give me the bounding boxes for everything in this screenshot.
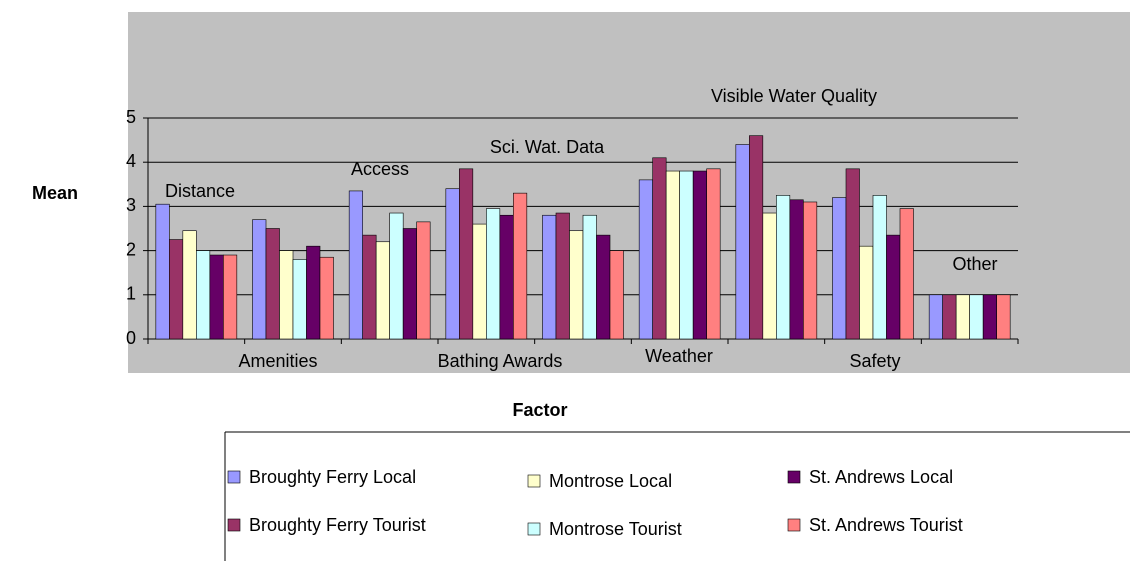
y-tick-label: 5	[126, 107, 136, 127]
bar	[928, 294, 943, 340]
bar	[832, 197, 847, 340]
x-axis-label: Factor	[512, 400, 567, 420]
bar	[845, 168, 860, 340]
x-tick-label: Visible Water Quality	[711, 86, 877, 106]
legend-swatch	[227, 470, 241, 484]
bar	[886, 234, 901, 340]
bar	[223, 254, 238, 340]
bar	[209, 254, 224, 340]
bar	[486, 208, 501, 340]
y-axis-label: Mean	[32, 183, 78, 203]
x-tick-label: Distance	[165, 181, 235, 201]
x-tick-label: Safety	[849, 351, 900, 371]
legend-swatch	[527, 474, 541, 488]
bar	[389, 212, 404, 340]
bar	[942, 294, 957, 340]
y-tick-label: 3	[126, 195, 136, 215]
bar	[402, 228, 417, 340]
bar	[155, 203, 170, 340]
bar	[735, 144, 750, 340]
bar	[375, 241, 390, 340]
bar	[445, 188, 460, 340]
y-tick-label: 1	[126, 284, 136, 304]
x-tick-label: Access	[351, 159, 409, 179]
bar	[319, 256, 334, 340]
bar	[638, 179, 653, 340]
bar	[292, 259, 307, 340]
bar	[169, 239, 184, 340]
x-tick-label: Amenities	[238, 351, 317, 371]
bar	[609, 250, 624, 340]
bar	[969, 294, 984, 340]
bar	[955, 294, 970, 340]
bar	[279, 250, 294, 340]
bar	[182, 230, 197, 340]
legend-swatch	[227, 518, 241, 532]
bar	[706, 168, 721, 340]
bar	[776, 195, 791, 340]
bar	[569, 230, 584, 340]
bar	[555, 212, 570, 340]
bar	[872, 195, 887, 340]
legend-swatch	[527, 522, 541, 536]
bar	[265, 228, 280, 340]
legend-label: Montrose Tourist	[549, 519, 682, 539]
legend-label: Broughty Ferry Local	[249, 467, 416, 487]
bar	[582, 214, 597, 340]
bar	[362, 234, 377, 340]
bar	[996, 294, 1011, 340]
legend-label: Montrose Local	[549, 471, 672, 491]
bar	[513, 192, 528, 340]
bar	[542, 214, 557, 340]
bar	[762, 212, 777, 340]
legend-label: St. Andrews Tourist	[809, 515, 963, 535]
x-tick-label: Bathing Awards	[438, 351, 563, 371]
bar	[859, 245, 874, 340]
bar	[416, 221, 431, 340]
bar	[692, 170, 707, 340]
bar	[499, 214, 514, 340]
bar	[596, 234, 611, 340]
legend-swatch	[787, 518, 801, 532]
bar	[348, 190, 363, 340]
bar	[306, 245, 321, 340]
bar	[652, 157, 667, 340]
bar	[789, 199, 804, 340]
x-tick-label: Other	[952, 254, 997, 274]
bar	[472, 223, 487, 340]
x-tick-label: Weather	[645, 346, 713, 366]
legend-label: Broughty Ferry Tourist	[249, 515, 426, 535]
bar	[459, 168, 474, 340]
y-tick-label: 4	[126, 151, 136, 171]
bar	[982, 294, 997, 340]
bar	[803, 201, 818, 340]
bar	[749, 135, 764, 340]
bar	[252, 219, 267, 340]
bar	[679, 170, 694, 340]
legend-label: St. Andrews Local	[809, 467, 953, 487]
bar	[899, 208, 914, 340]
x-tick-label: Sci. Wat. Data	[490, 137, 605, 157]
bar	[196, 250, 211, 340]
y-tick-label: 2	[126, 239, 136, 259]
bar	[665, 170, 680, 340]
legend-swatch	[787, 470, 801, 484]
y-tick-label: 0	[126, 328, 136, 348]
